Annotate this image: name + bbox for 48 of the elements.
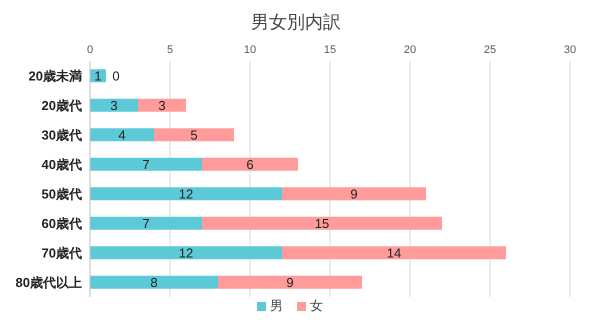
bar xyxy=(90,246,282,260)
x-tick-label: 30 xyxy=(564,44,576,56)
bar xyxy=(202,216,442,230)
data-label: 7 xyxy=(142,156,150,172)
bar xyxy=(218,276,362,289)
bar xyxy=(90,158,202,171)
legend-label: 男 xyxy=(269,297,283,315)
data-label: 5 xyxy=(190,127,198,142)
data-label: 9 xyxy=(350,186,358,202)
data-label: 12 xyxy=(178,245,194,260)
x-tick-label: 10 xyxy=(244,44,256,56)
legend-label: 女 xyxy=(309,297,323,315)
bar xyxy=(90,187,282,200)
bar xyxy=(90,98,138,112)
x-tick-label: 20 xyxy=(404,44,416,56)
data-label: 3 xyxy=(158,98,166,113)
x-tick-label: 25 xyxy=(484,44,496,56)
x-tick-label: 0 xyxy=(86,44,94,56)
bar xyxy=(202,158,298,171)
chart-title: 男女別内訳 xyxy=(250,11,342,34)
y-tick-label: 50歳代 xyxy=(42,186,82,202)
y-tick-label: 80歳代以上 xyxy=(16,274,82,290)
data-label: 3 xyxy=(110,98,118,113)
data-label: 15 xyxy=(314,216,330,231)
y-tick-label: 40歳代 xyxy=(42,156,82,172)
y-tick-label: 20歳未満 xyxy=(28,68,82,84)
y-tick-label: 20歳代 xyxy=(42,98,82,113)
bar xyxy=(282,187,426,200)
data-label: 1 xyxy=(94,68,102,84)
data-label: 4 xyxy=(118,127,126,142)
y-tick-label: 60歳代 xyxy=(42,216,82,231)
x-tick-label: 5 xyxy=(166,44,174,56)
data-label: 8 xyxy=(150,274,158,290)
data-label: 0 xyxy=(112,68,120,84)
y-tick-label: 70歳代 xyxy=(42,245,82,260)
bar xyxy=(90,216,202,230)
y-tick-label: 30歳代 xyxy=(42,127,82,142)
data-label: 12 xyxy=(178,186,194,202)
x-tick-label: 15 xyxy=(324,44,336,56)
data-label: 14 xyxy=(386,245,402,260)
bar xyxy=(90,276,218,289)
data-label: 6 xyxy=(246,156,254,172)
bar xyxy=(90,128,154,142)
data-label: 9 xyxy=(286,274,294,290)
data-label: 7 xyxy=(142,216,150,231)
bar xyxy=(138,98,186,112)
bar xyxy=(282,246,506,260)
bar xyxy=(154,128,234,142)
